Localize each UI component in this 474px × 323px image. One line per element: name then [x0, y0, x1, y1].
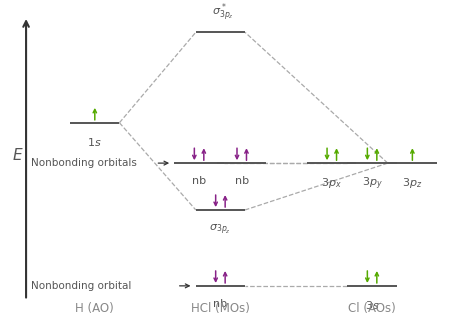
Text: HCl (MOs): HCl (MOs): [191, 302, 250, 315]
Text: Nonbonding orbital: Nonbonding orbital: [31, 281, 131, 291]
Text: nb: nb: [213, 299, 228, 309]
Text: $3p_z$: $3p_z$: [402, 176, 422, 190]
Text: Nonbonding orbitals: Nonbonding orbitals: [31, 158, 137, 168]
Text: Cl (AOs): Cl (AOs): [348, 302, 396, 315]
Text: $\sigma^*_{3p_z}$: $\sigma^*_{3p_z}$: [212, 2, 234, 24]
Text: $E$: $E$: [12, 147, 23, 163]
Text: $3p_y$: $3p_y$: [362, 176, 383, 193]
Text: nb: nb: [235, 176, 249, 186]
Text: H (AO): H (AO): [75, 302, 114, 315]
Text: $1s$: $1s$: [88, 136, 102, 148]
Text: $3p_x$: $3p_x$: [321, 176, 342, 190]
Text: nb: nb: [192, 176, 206, 186]
Text: $\sigma_{3p_z}$: $\sigma_{3p_z}$: [210, 223, 231, 237]
Text: $3s$: $3s$: [365, 299, 379, 311]
